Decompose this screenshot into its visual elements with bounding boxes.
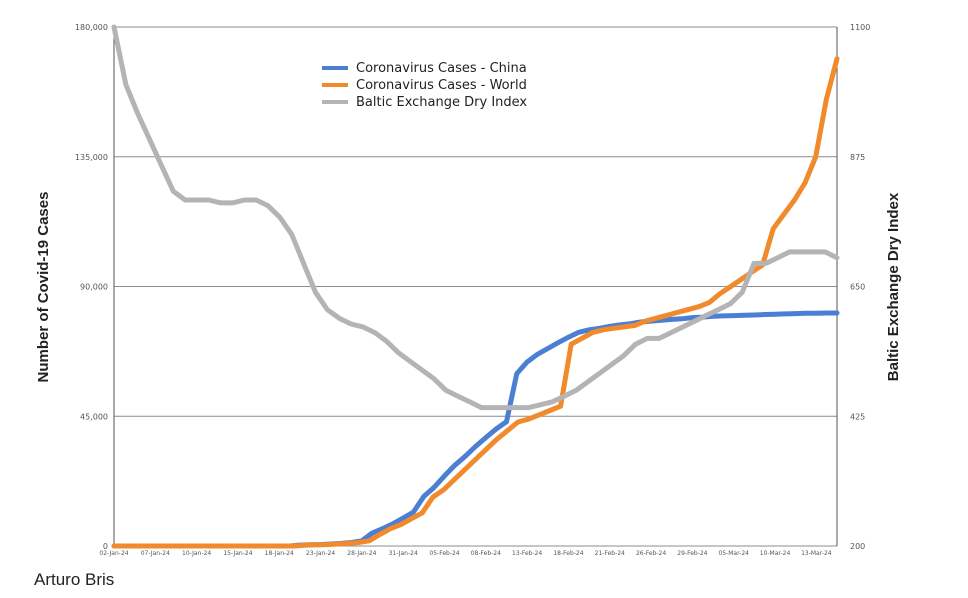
- x-tick-label: 13-Mar-24: [801, 550, 832, 557]
- x-tick-label: 10-Jan-24: [182, 550, 211, 557]
- x-tick-label: 31-Jan-24: [389, 550, 418, 557]
- x-tick-label: 21-Feb-24: [595, 550, 625, 557]
- series-line: [111, 56, 840, 549]
- x-tick-label: 13-Feb-24: [512, 550, 542, 557]
- right-y-ticks: 200 425 650 875 1100: [850, 23, 870, 551]
- credit-text: Arturo Bris: [34, 570, 115, 589]
- y-tick-label: 45,000: [80, 412, 108, 421]
- x-tick-label: 28-Jan-24: [347, 550, 376, 557]
- legend: Coronavirus Cases - China Coronavirus Cas…: [322, 61, 527, 110]
- x-tick-label: 18-Jan-24: [265, 550, 294, 557]
- x-tick-label: 07-Jan-24: [141, 550, 170, 557]
- x-tick-label: 29-Feb-24: [677, 550, 707, 557]
- gridlines: [114, 26, 837, 547]
- legend-label: Coronavirus Cases - China: [356, 61, 527, 76]
- plot-frame: [113, 27, 838, 546]
- legend-label: Baltic Exchange Dry Index: [356, 95, 527, 110]
- series-line: [111, 310, 840, 549]
- x-tick-label: 18-Feb-24: [553, 550, 583, 557]
- x-tick-label: 08-Feb-24: [471, 550, 501, 557]
- x-tick-label: 23-Jan-24: [306, 550, 335, 557]
- left-y-ticks: 0 45,000 90,000 135,000 180,000: [75, 23, 108, 551]
- y2-tick-label: 200: [850, 542, 865, 551]
- x-tick-label: 02-Jan-24: [99, 550, 128, 557]
- chart: 0 45,000 90,000 135,000 180,000 200 425 650 875…: [35, 23, 902, 557]
- y2-tick-label: 1100: [850, 23, 870, 32]
- legend-label: Coronavirus Cases - World: [356, 78, 527, 93]
- y-tick-label: 90,000: [80, 283, 108, 292]
- x-tick-label: 05-Feb-24: [429, 550, 459, 557]
- x-ticks: 02-Jan-24 07-Jan-24 10-Jan-24 15-Jan-24 18-J…: [99, 550, 831, 557]
- x-tick-label: 26-Feb-24: [636, 550, 666, 557]
- y2-tick-label: 650: [850, 283, 865, 292]
- x-tick-label: 10-Mar-24: [760, 550, 791, 557]
- y2-tick-label: 425: [850, 412, 865, 421]
- x-tick-label: 15-Jan-24: [223, 550, 252, 557]
- y-tick-label: 135,000: [75, 153, 108, 162]
- y2-tick-label: 875: [850, 153, 865, 162]
- x-tick-label: 05-Mar-24: [718, 550, 749, 557]
- series-line: [111, 24, 840, 411]
- y2-axis-title: Baltic Exchange Dry Index: [885, 192, 902, 381]
- series-lines: [111, 24, 840, 549]
- y-tick-label: 0: [103, 542, 108, 551]
- y-axis-title: Number of Covid-19 Cases: [35, 192, 52, 383]
- y-tick-label: 180,000: [75, 23, 108, 32]
